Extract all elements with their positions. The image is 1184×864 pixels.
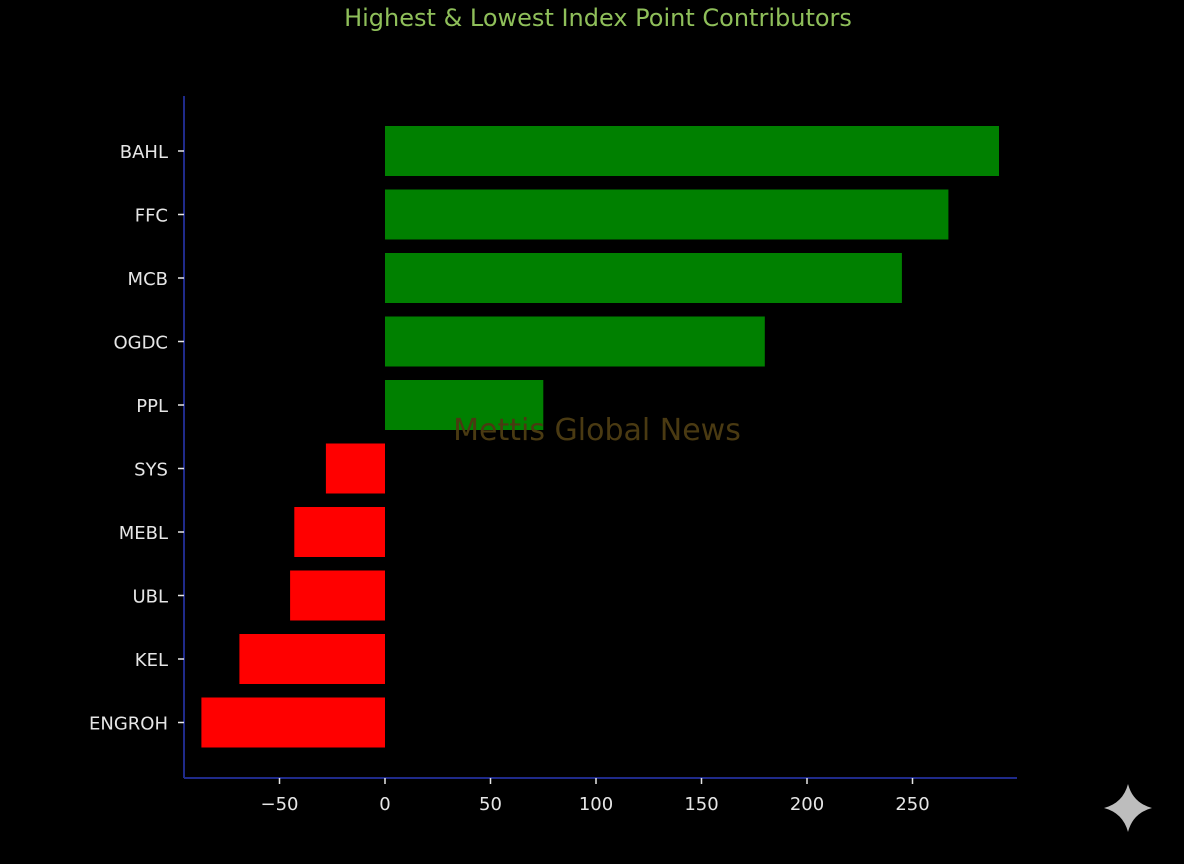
y-tick-label-ogdc: OGDC: [113, 333, 168, 354]
x-tick-label: 200: [790, 794, 824, 815]
bar-ffc: [385, 189, 949, 240]
y-tick-label-engroh: ENGROH: [89, 714, 168, 735]
y-tick-label-sys: SYS: [134, 460, 168, 481]
x-tick-label: 150: [684, 794, 718, 815]
x-tick-label: −50: [261, 794, 299, 815]
y-tick-label-ubl: UBL: [132, 587, 168, 608]
axes-layer: BAHL FFC MCB OGDC PPL SYS MEBL UBL KEL ENGROH −50 0…: [89, 96, 1017, 815]
x-tick-label: 250: [895, 794, 929, 815]
y-tick-label-kel: KEL: [135, 650, 168, 671]
x-tick-label: 100: [579, 794, 613, 815]
bar-bahl: [385, 126, 999, 176]
bar-kel: [239, 634, 385, 684]
bar-ogdc: [385, 316, 765, 367]
x-tick-label: 50: [479, 794, 502, 815]
bar-sys: [325, 443, 385, 494]
bar-ppl: [385, 380, 544, 430]
bars-layer: [201, 126, 999, 748]
bar-ubl: [290, 570, 385, 621]
bar-mcb: [385, 253, 902, 303]
watermark-text: Mettis Global News: [453, 413, 741, 448]
bar-mebl: [294, 507, 385, 557]
sparkle-icon-shape: [1104, 784, 1152, 832]
y-tick-label-mebl: MEBL: [119, 523, 168, 544]
bar-engroh: [201, 697, 385, 748]
chart-title: Highest & Lowest Index Point Contributor…: [344, 4, 852, 32]
y-tick-label-mcb: MCB: [128, 269, 168, 290]
y-tick-label-ffc: FFC: [135, 206, 168, 227]
sparkle-icon: [1104, 784, 1152, 832]
y-tick-label-ppl: PPL: [136, 396, 168, 417]
x-tick-label: 0: [379, 794, 390, 815]
y-tick-label-bahl: BAHL: [120, 142, 168, 163]
